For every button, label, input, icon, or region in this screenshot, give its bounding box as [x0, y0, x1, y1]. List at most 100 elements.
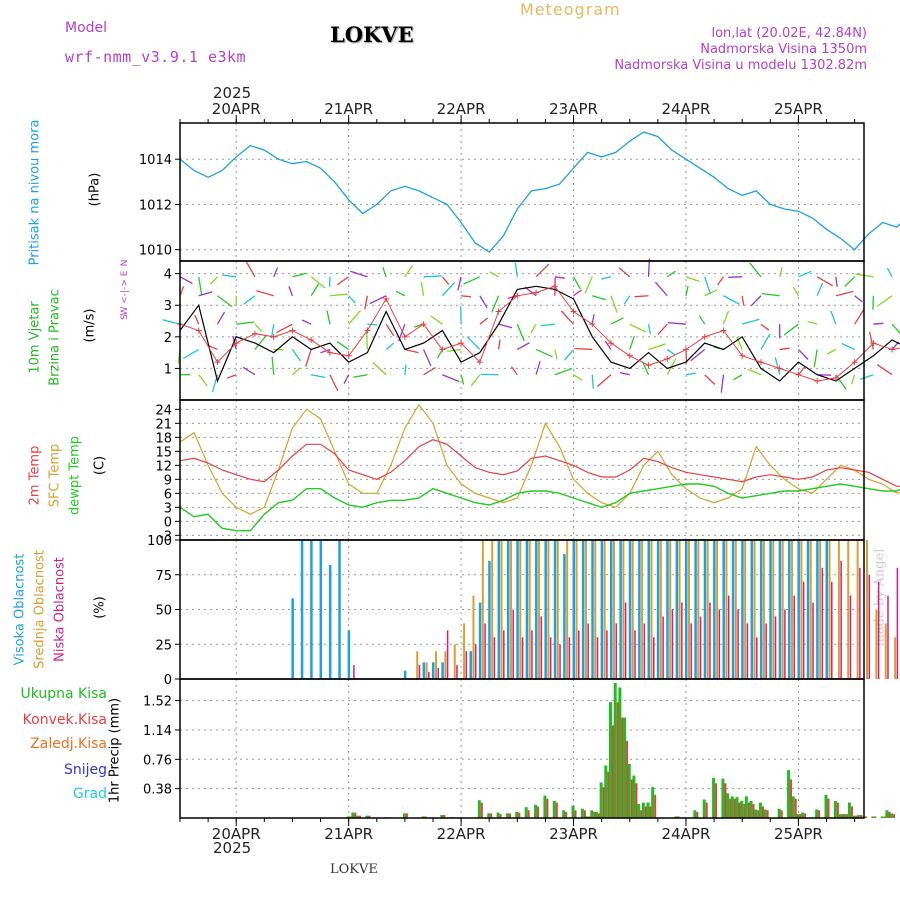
wind-arrow [876, 364, 893, 376]
precip-convective-bar [527, 810, 530, 818]
cloud-mid-bar [613, 540, 616, 679]
wind-gust-marker [757, 359, 764, 366]
day-label-bottom: 23APR [549, 825, 598, 843]
precip-total-bar [791, 796, 795, 818]
wind-arrow [554, 276, 565, 279]
day-label-top: 20APR [212, 100, 261, 118]
wind-arrow [797, 349, 809, 360]
wind-gust-marker [626, 352, 633, 359]
wind-arrow [254, 335, 267, 350]
wind-gust-marker [608, 340, 615, 347]
wind-arrow [179, 276, 193, 284]
wind-arrow [514, 262, 518, 277]
cloud-mid-bar [744, 540, 747, 679]
wind-arrow [343, 374, 350, 384]
precip-convective-bar [850, 806, 853, 818]
wind-arrow [826, 348, 837, 355]
precip-convective-bar [508, 813, 511, 818]
wind-arrow [217, 295, 233, 308]
wind-arrow [648, 343, 666, 351]
cloud-mid-bar [884, 623, 887, 679]
cloud-mid-bar [547, 540, 550, 679]
precip-total-bar [580, 808, 584, 818]
wind-arrow [854, 295, 863, 303]
wind-arrow [807, 320, 818, 325]
wind-arrow [436, 349, 443, 359]
cloud-low-bar [418, 665, 421, 679]
cloud-mid-bar [566, 540, 569, 679]
panel-frame [179, 122, 865, 262]
wind-arrow [698, 315, 706, 325]
wind-arrow [813, 349, 818, 368]
cloud-low-bar [465, 651, 468, 679]
cloud-mid-bar [509, 540, 512, 679]
altitude-label: Nadmorska Visina 1350m [700, 42, 867, 57]
cloud-mid-bar [641, 540, 644, 679]
wind-gust-marker [870, 340, 877, 347]
cloud-mid-bar [837, 540, 840, 679]
precip-total-bar [852, 815, 856, 818]
wind-arrow [535, 263, 550, 278]
wind-arrow [216, 311, 226, 325]
precip-total-bar [843, 814, 847, 818]
cloud-low-bar [812, 602, 814, 679]
cloud-high-bar [731, 540, 735, 679]
wind-arrow [618, 267, 631, 278]
precip-total-bar [871, 816, 875, 818]
wind-gust-marker [270, 333, 277, 340]
wind-arrow [535, 361, 541, 375]
cloud-mid-bar [584, 540, 587, 679]
cloud-mid-bar [556, 540, 559, 679]
precip-convective-bar [649, 806, 652, 818]
y-tick-label: 25 [155, 638, 172, 653]
wind-gust-marker [514, 292, 521, 299]
precip-convective-bar [537, 806, 540, 818]
cloud-mid-bar [697, 540, 700, 679]
precip-convective-bar [424, 816, 427, 818]
wind-arrow [491, 295, 500, 313]
cloud-high-bar [741, 540, 744, 679]
y-tick-label: 1012 [139, 198, 172, 213]
wind-gust-marker [214, 359, 221, 366]
precip-convective-bar [588, 816, 591, 818]
wind-arrow [441, 276, 450, 285]
wind-gust-line [179, 285, 900, 382]
wind-arrow [657, 323, 668, 336]
precip-convective-bar [654, 794, 657, 818]
wind-arrow [404, 348, 419, 354]
precip-total-bar [749, 801, 753, 818]
wind-arrow [704, 276, 711, 295]
wind-gust-marker [682, 346, 689, 353]
year-top: 2025 [213, 84, 252, 102]
wind-arrow [760, 323, 770, 331]
cloud-low-bar [559, 644, 561, 679]
cloud-high-bar [722, 540, 725, 679]
model-name: wrf-nmm_v3.9.1 e3km [65, 48, 247, 66]
wind-gust-marker [308, 336, 315, 343]
cloud-low-bar [727, 595, 730, 679]
y-tick-label: 15 [155, 445, 172, 460]
wind-arrow [685, 372, 696, 376]
cloud-high-bar [291, 598, 294, 679]
cloud-mid-bar [678, 540, 681, 679]
wind-arrow [792, 286, 799, 297]
precip-total-bar [796, 814, 800, 818]
wind-arrow [498, 323, 513, 329]
precip-total-bar [824, 794, 828, 818]
precip-convective-bar [574, 810, 577, 818]
dewpt-line [179, 483, 900, 532]
cloud-high-bar [788, 540, 791, 679]
wind-arrow [510, 366, 518, 376]
wind-gust-marker [289, 327, 296, 334]
cloud-high-bar [778, 540, 782, 679]
wind-arrow [243, 295, 256, 305]
panel-frame [179, 678, 865, 819]
precip-total-bar [632, 775, 636, 818]
wind-arrow [364, 295, 369, 310]
precip-total-bar [735, 797, 739, 818]
wind-gust-marker [701, 333, 708, 340]
precip-convective-bar [480, 802, 483, 818]
cloud-low-bar [643, 623, 646, 679]
cloud-high-bar [638, 540, 641, 679]
wind-arrow [868, 331, 875, 350]
